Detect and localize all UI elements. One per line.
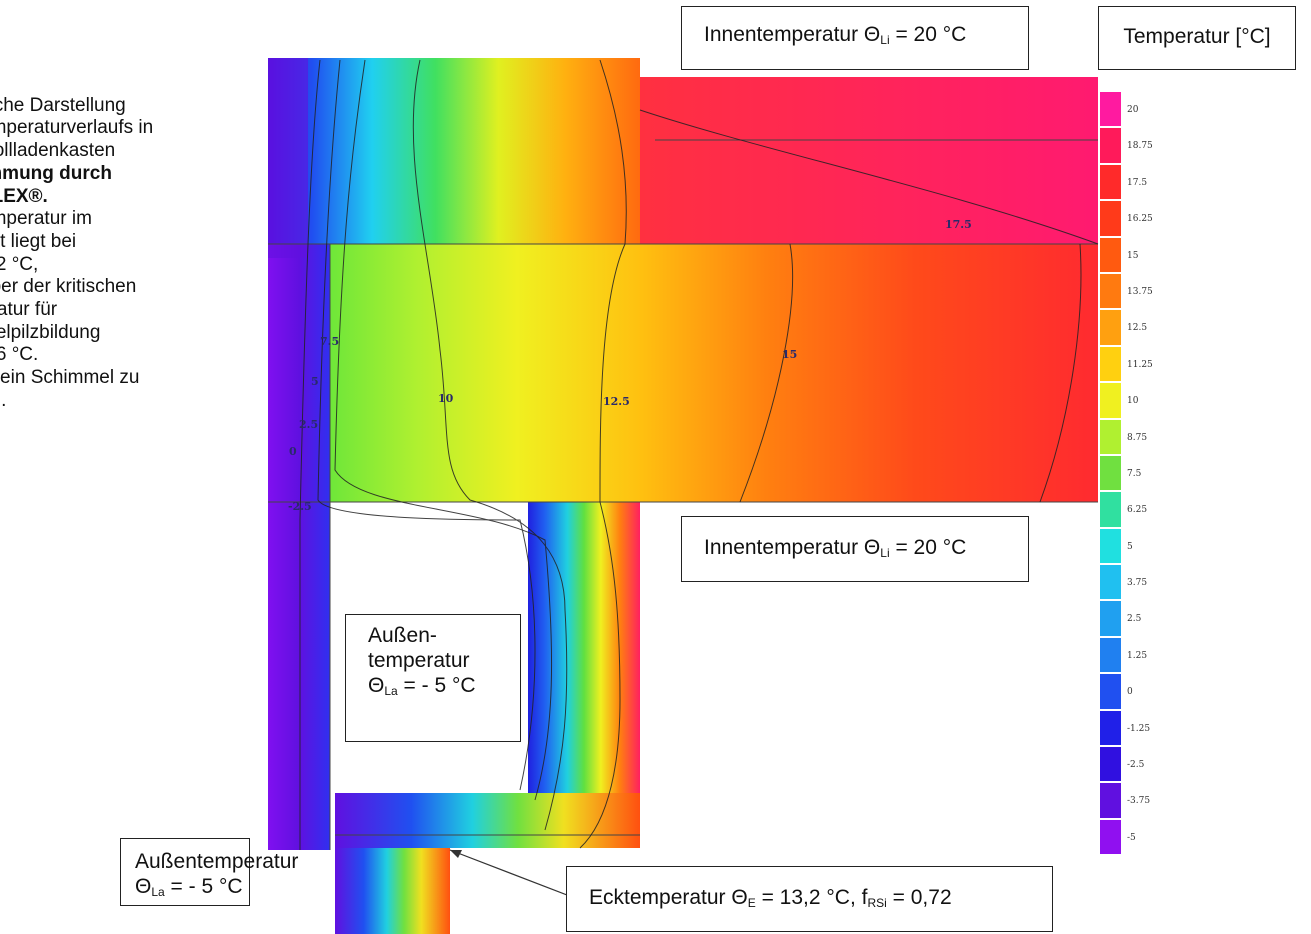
- color-scale-swatch: [1100, 419, 1121, 456]
- color-scale-tick-label: -1.25: [1127, 723, 1151, 734]
- color-scale-ticks: 20 18.75 17.5 16.25 15 13.75 12.5 11.25 10 8.75 7.…: [1127, 92, 1153, 856]
- description-line: t kein Schimmel zu: [0, 367, 140, 389]
- corner-temperature-box: Ecktemperatur ΘE = 13,2 °C, fRSi = 0,72: [566, 866, 1053, 932]
- color-scale-swatch: [1100, 747, 1121, 784]
- color-scale-tick-label: 2.5: [1127, 614, 1142, 625]
- color-scale-swatch: [1100, 674, 1121, 711]
- color-scale-tick-label: 16.25: [1127, 214, 1153, 225]
- color-scale-swatch: [1100, 528, 1121, 566]
- isoline-label-2-5: 2.5: [299, 418, 318, 431]
- color-scale-tick-label: 0: [1127, 687, 1133, 698]
- color-scale-tick-label: 10: [1127, 396, 1139, 407]
- color-scale-swatch: [1100, 310, 1121, 347]
- color-scale-swatch: [1100, 637, 1121, 675]
- description-line: 2,6 °C.: [0, 344, 39, 366]
- bottom-sill-region: [335, 793, 640, 848]
- color-scale-tick-label: -2.5: [1127, 760, 1145, 771]
- color-scale-swatch: [1100, 819, 1121, 857]
- outer-temperature-center-box: Außen- temperatur ΘLa = - 5 °C: [345, 614, 521, 742]
- color-scale-tick-label: 1.25: [1127, 650, 1148, 661]
- isoline-label-minus-2-5: -2.5: [288, 500, 312, 513]
- color-scale-swatch: [1100, 128, 1121, 165]
- color-scale-tick-label: 13.75: [1127, 286, 1153, 297]
- legend-title: Temperatur [°C]: [1098, 6, 1296, 70]
- color-scale-swatch: [1100, 237, 1121, 274]
- description-line: nkt liegt bei: [0, 230, 77, 252]
- isoline-label-7-5: 7.5: [320, 335, 339, 348]
- color-scale-swatch: [1100, 164, 1121, 202]
- color-scale-tick-label: 6.25: [1127, 505, 1148, 516]
- description-line: eratur für: [0, 299, 58, 321]
- color-scale-tick-label: 3.75: [1127, 578, 1148, 589]
- isoline-label-17-5: 17.5: [945, 218, 972, 231]
- color-scale-tick-label: 7.5: [1127, 468, 1142, 479]
- description-line: melpilzbildung: [0, 321, 101, 343]
- isoline-label-15: 15: [782, 348, 797, 361]
- color-scale-swatch: [1100, 346, 1121, 384]
- color-scale-swatch: [1100, 783, 1121, 820]
- color-scale: [1100, 92, 1122, 857]
- color-scale-tick-label: 5: [1127, 541, 1133, 552]
- description-line: über der kritischen: [0, 276, 137, 298]
- description-line: Rollladenkasten: [0, 140, 116, 162]
- color-scale-tick-label: -3.75: [1127, 796, 1151, 807]
- color-scale-tick-label: 17.5: [1127, 177, 1148, 188]
- isoline-label-10: 10: [438, 392, 454, 405]
- color-scale-swatch: [1100, 492, 1121, 529]
- outer-temperature-bottom-box: Außentemperatur ΘLa = - 5 °C: [120, 838, 298, 906]
- color-scale-swatch: [1100, 273, 1121, 311]
- description-line: ische Darstellung: [0, 94, 126, 116]
- description-line: FLEX®.: [0, 185, 48, 207]
- color-scale-swatch: [1100, 710, 1121, 748]
- color-scale-swatch: [1100, 601, 1121, 638]
- isoline-label-5: 5: [311, 375, 319, 388]
- description-line: en.: [0, 389, 7, 411]
- isoline-label-0: 0: [289, 445, 297, 458]
- inner-temperature-top-box: Innentemperatur ΘLi = 20 °C: [681, 6, 1029, 70]
- upper-right-region: [640, 77, 1098, 244]
- isoline-label-12-5: 12.5: [603, 395, 630, 408]
- color-scale-swatch: [1100, 383, 1121, 420]
- middle-band-region: [268, 244, 1098, 502]
- description-line: 3,2 °C,: [0, 253, 39, 275]
- color-scale-tick-label: 20: [1127, 105, 1139, 115]
- color-scale-tick-label: 12.5: [1127, 323, 1148, 334]
- description-line: emperaturverlaufs in: [0, 117, 154, 139]
- color-scale-tick-label: 11.25: [1127, 359, 1153, 370]
- description-line: immung durch: [0, 162, 112, 184]
- color-scale-swatch: [1100, 201, 1121, 238]
- inner-temperature-middle-box: Innentemperatur ΘLi = 20 °C: [681, 516, 1029, 582]
- color-scale-tick-label: 15: [1127, 250, 1139, 261]
- color-scale-tick-label: -5: [1127, 832, 1136, 843]
- lower-stub-region: [335, 848, 450, 934]
- color-scale-swatch: [1100, 565, 1121, 602]
- color-scale-tick-label: 18.75: [1127, 141, 1153, 152]
- description-line: emperatur im: [0, 208, 92, 230]
- color-scale-tick-label: 8.75: [1127, 432, 1148, 443]
- color-scale-swatch: [1100, 92, 1121, 129]
- left-outer-column: [268, 244, 330, 850]
- description-text: 2.ische Darstellungemperaturverlaufs in …: [0, 72, 215, 413]
- upper-wall-region: [268, 58, 640, 244]
- color-scale-swatch: [1100, 455, 1121, 493]
